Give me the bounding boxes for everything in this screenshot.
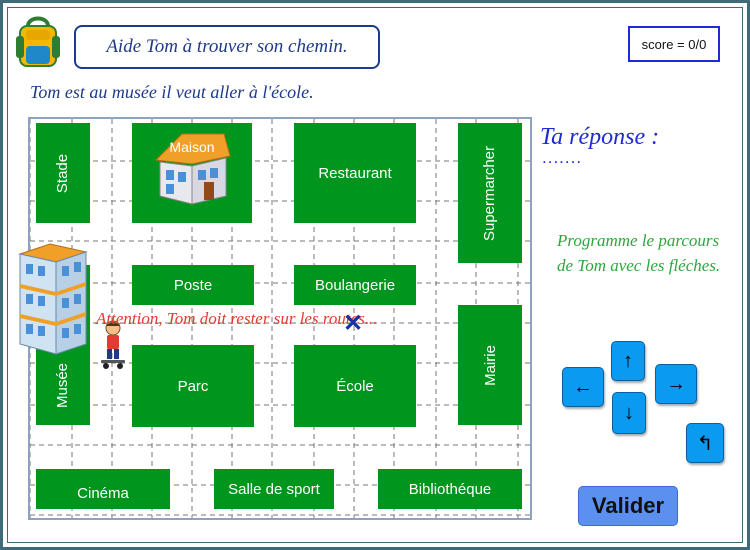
house-icon bbox=[154, 133, 231, 205]
backpack-icon bbox=[16, 16, 60, 67]
block-supermarcher: Supermarcher bbox=[458, 123, 522, 263]
block-restaurant: Restaurant bbox=[294, 123, 416, 223]
program-hint-text: Programme le parcours de Tom avec les fl… bbox=[557, 231, 721, 275]
museum-building-icon bbox=[18, 243, 88, 355]
block-poste: Poste bbox=[132, 265, 254, 305]
road-warning-text: Attention, Tom doit rester sur les route… bbox=[96, 309, 378, 328]
block-bibliotheque: Bibliothéque bbox=[378, 469, 522, 509]
block-maison-label: Maison bbox=[169, 139, 215, 155]
destination-marker-icon: ✕ bbox=[343, 310, 364, 337]
block-mairie: Mairie bbox=[458, 305, 522, 425]
arrow-up-button[interactable]: ↑ bbox=[611, 341, 645, 381]
answer-value: ....... bbox=[542, 148, 583, 167]
undo-arrow-button[interactable]: ↰ bbox=[686, 423, 724, 463]
block-salle-de-sport: Salle de sport bbox=[214, 469, 334, 509]
block-ecole: École bbox=[294, 345, 416, 427]
block-parc: Parc bbox=[132, 345, 254, 427]
arrow-down-button[interactable]: ↓ bbox=[612, 392, 646, 434]
block-cinema: Cinéma bbox=[36, 469, 170, 509]
instruction-text: Tom est au musée il veut aller à l'école… bbox=[30, 82, 314, 102]
block-stade: Stade bbox=[36, 123, 90, 223]
arrow-left-button[interactable]: ← bbox=[562, 367, 604, 407]
block-boulangerie: Boulangerie bbox=[294, 265, 416, 305]
validate-button[interactable]: Valider bbox=[578, 486, 678, 526]
activity-title: Aide Tom à trouver son chemin. bbox=[74, 25, 380, 69]
inner-frame bbox=[7, 7, 743, 543]
tom-character-icon bbox=[101, 320, 125, 369]
answer-title: Ta réponse : bbox=[540, 124, 660, 150]
arrow-right-button[interactable]: → bbox=[655, 364, 697, 404]
score-display: score = 0/0 bbox=[628, 26, 720, 62]
